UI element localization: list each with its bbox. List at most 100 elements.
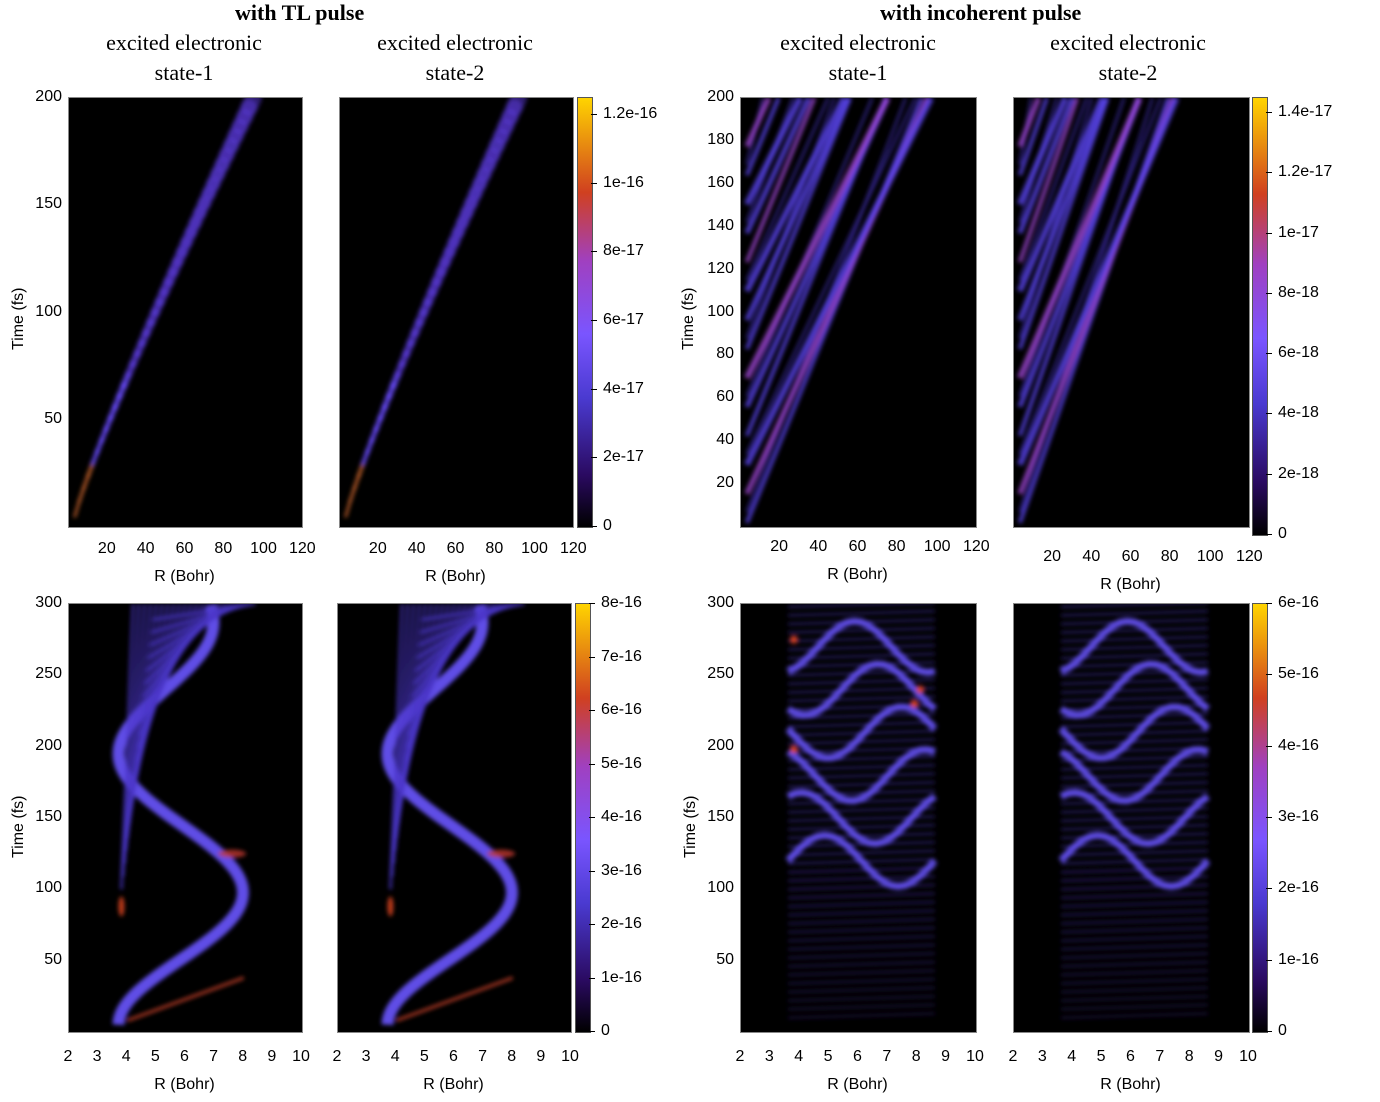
y-tick-label: 50 (44, 409, 62, 427)
density-fringe (787, 866, 935, 874)
density-layer (785, 604, 938, 1019)
density-fringe (1060, 635, 1208, 643)
density-peak (387, 896, 394, 917)
y-axis-label: Time (fs) (682, 795, 699, 858)
colorbar-tick (589, 763, 595, 765)
x-tick-label: 80 (485, 540, 504, 557)
x-tick-label: 9 (536, 1048, 546, 1065)
subtitle-tl-s2: excited electronic state-2 (337, 28, 573, 88)
colorbar-tick (1266, 172, 1272, 174)
y-tick-label: 120 (707, 259, 734, 277)
density-fringe (1060, 926, 1208, 934)
colorbar-tick (589, 603, 595, 604)
y-tick-label: 300 (707, 594, 734, 611)
density-trajectory (1059, 788, 1210, 848)
x-tick-label: 100 (923, 538, 951, 555)
colorbar-tick-label: 2e-16 (1278, 879, 1319, 897)
heatmap-panel (68, 603, 303, 1033)
colorbar-tick (1266, 534, 1272, 535)
x-tick-label: 7 (478, 1048, 488, 1065)
density-fringe (787, 1012, 935, 1019)
density-fringe (1060, 721, 1208, 728)
colorbar-tick (591, 182, 597, 184)
y-tick-label: 60 (716, 388, 734, 406)
y-tick-label: 100 (35, 879, 62, 897)
x-tick-label: 60 (175, 540, 194, 557)
colorbar-tick-label: 6e-16 (601, 701, 642, 718)
y-tick-label: 20 (716, 474, 734, 492)
colorbar-tick (589, 870, 595, 872)
x-tick-label: 6 (853, 1048, 862, 1065)
colorbar-tick-label: 1e-16 (1278, 950, 1319, 968)
colorbar-tick-label: 8e-18 (1278, 283, 1319, 301)
density-layer (381, 604, 525, 1026)
colorbar-tick (1266, 959, 1272, 961)
heatmap-canvas (381, 604, 525, 1026)
colorbar-tick (591, 526, 597, 527)
density-branch (1017, 98, 1106, 293)
density-peak (395, 976, 514, 1022)
x-tick-label: 120 (1236, 548, 1263, 565)
density-fringe (787, 807, 935, 814)
colorbar-tick (1266, 888, 1272, 890)
density-layer (1058, 604, 1211, 1019)
colorbar-tick-label: 0 (1278, 1022, 1287, 1039)
x-tick-label: 100 (1196, 548, 1224, 565)
x-tick-label: 80 (214, 540, 233, 557)
density-fringe (787, 695, 935, 703)
density-fringe (787, 969, 935, 976)
subtitle-line1: excited electronic (780, 30, 936, 55)
colorbar-tick-label: 0 (1278, 525, 1287, 542)
colorbar-tick-label: 5e-16 (601, 754, 642, 772)
colorbar-tick-label: 8e-16 (601, 594, 642, 611)
subtitle-line1: excited electronic (1050, 30, 1206, 55)
colorbar-tick-label: 1e-16 (601, 968, 642, 986)
density-branch (1018, 98, 1126, 397)
colorbar-tick (1266, 674, 1272, 676)
density-branch (745, 98, 836, 339)
density-trajectory (1059, 746, 1209, 805)
x-axis-label: R (Bohr) (154, 1076, 215, 1093)
colorbar-tick (589, 710, 595, 711)
colorbar-tick (1266, 353, 1272, 355)
x-axis-label: R (Bohr) (827, 566, 888, 583)
subtitle-line1: excited electronic (377, 30, 533, 55)
density-fringe (1060, 610, 1208, 617)
density-branch (744, 98, 851, 322)
x-tick-label: 120 (289, 540, 316, 557)
y-tick-label: 140 (707, 216, 734, 234)
density-segment (240, 98, 262, 116)
colorbar (575, 603, 591, 1033)
y-tick-label: 160 (707, 173, 734, 191)
density-branch (744, 98, 811, 235)
colorbar-tick-label: 1.2e-17 (1278, 163, 1333, 181)
colorbar-tick (1266, 413, 1272, 415)
density-branch (744, 98, 934, 467)
density-fringe (787, 721, 935, 728)
density-trajectory (112, 604, 249, 1026)
y-axis-label: Time (fs) (10, 287, 27, 350)
y-tick-label: 180 (707, 130, 734, 148)
y-tick-label: 50 (716, 950, 734, 968)
density-trajectory (786, 746, 936, 805)
density-fringe (1060, 841, 1208, 848)
density-trajectory (1058, 831, 1211, 891)
x-tick-label: 100 (250, 540, 277, 557)
density-peak (789, 745, 798, 754)
density-layer (112, 604, 256, 1026)
x-tick-label: 6 (180, 1048, 189, 1065)
density-trajectory (786, 660, 938, 719)
colorbar-tick-label: 5e-16 (1278, 665, 1319, 683)
x-tick-label: 7 (882, 1048, 892, 1065)
density-fringe (787, 943, 935, 951)
x-tick-label: 2 (63, 1048, 73, 1065)
density-layer (1017, 98, 1180, 524)
heatmap-canvas (112, 604, 256, 1026)
subtitle-line2: state-1 (154, 60, 214, 85)
density-fringe (119, 604, 135, 890)
y-tick-label: 300 (35, 594, 62, 611)
colorbar (1252, 603, 1268, 1033)
density-fringe (787, 738, 935, 745)
y-tick-label: 80 (716, 345, 734, 363)
density-fringe (1060, 644, 1208, 651)
